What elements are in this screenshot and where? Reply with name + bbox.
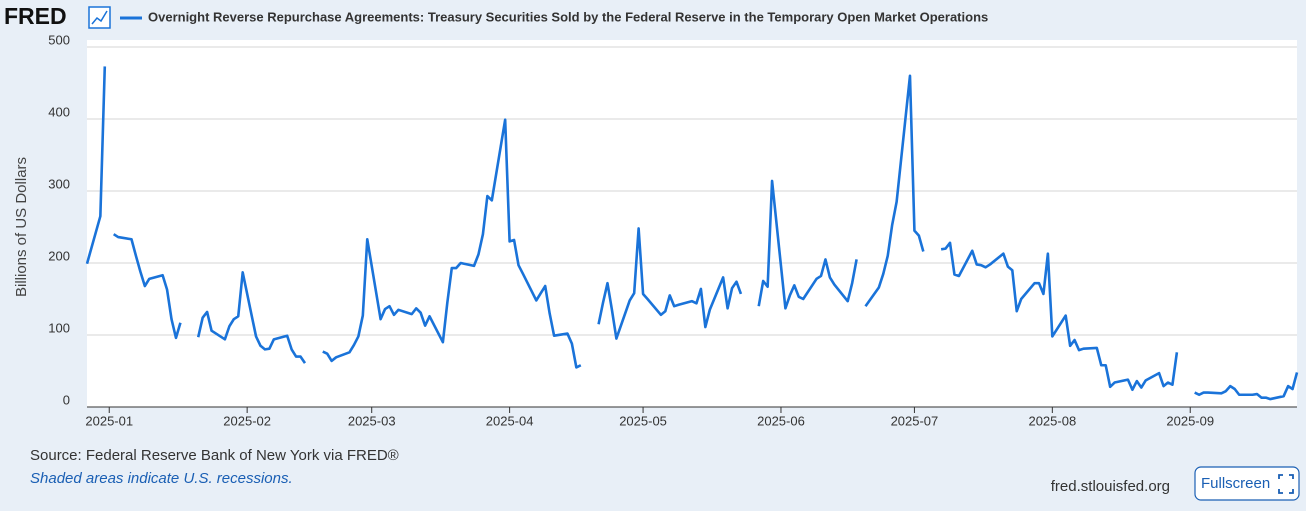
fullscreen-button[interactable]: Fullscreen xyxy=(1194,466,1300,501)
x-tick-label: 2025-09 xyxy=(1166,413,1214,428)
y-tick-label: 400 xyxy=(48,104,70,119)
recession-note: Shaded areas indicate U.S. recessions. xyxy=(30,470,293,487)
x-tick-label: 2025-05 xyxy=(619,413,667,428)
y-tick-label: 500 xyxy=(48,32,70,47)
x-tick-label: 2025-01 xyxy=(85,413,133,428)
y-tick-label: 100 xyxy=(48,320,70,335)
line xyxy=(85,66,1299,401)
y-axis-label: Billions of US Dollars xyxy=(13,157,30,297)
x-tick-label: 2025-04 xyxy=(486,413,534,428)
x-tick-label: 2025-07 xyxy=(891,413,939,428)
logo: FRED xyxy=(4,3,67,29)
y-tick-label: 0 xyxy=(63,392,70,407)
logo-icon xyxy=(88,6,111,29)
x-tick-label: 2025-08 xyxy=(1028,413,1076,428)
x-tick-label: 2025-06 xyxy=(757,413,805,428)
x-tick-label: 2025-02 xyxy=(223,413,271,428)
plot-area xyxy=(87,40,1297,407)
y-tick-label: 200 xyxy=(48,248,70,263)
y-tick-label: 300 xyxy=(48,176,70,191)
fullscreen-label[interactable]: Fullscreen xyxy=(1201,475,1270,492)
site-url: fred.stlouisfed.org xyxy=(1051,478,1170,495)
source: Source: Federal Reserve Bank of New York… xyxy=(30,447,399,464)
x-tick-label: 2025-03 xyxy=(348,413,396,428)
legend-label: Overnight Reverse Repurchase Agreements:… xyxy=(148,9,988,24)
